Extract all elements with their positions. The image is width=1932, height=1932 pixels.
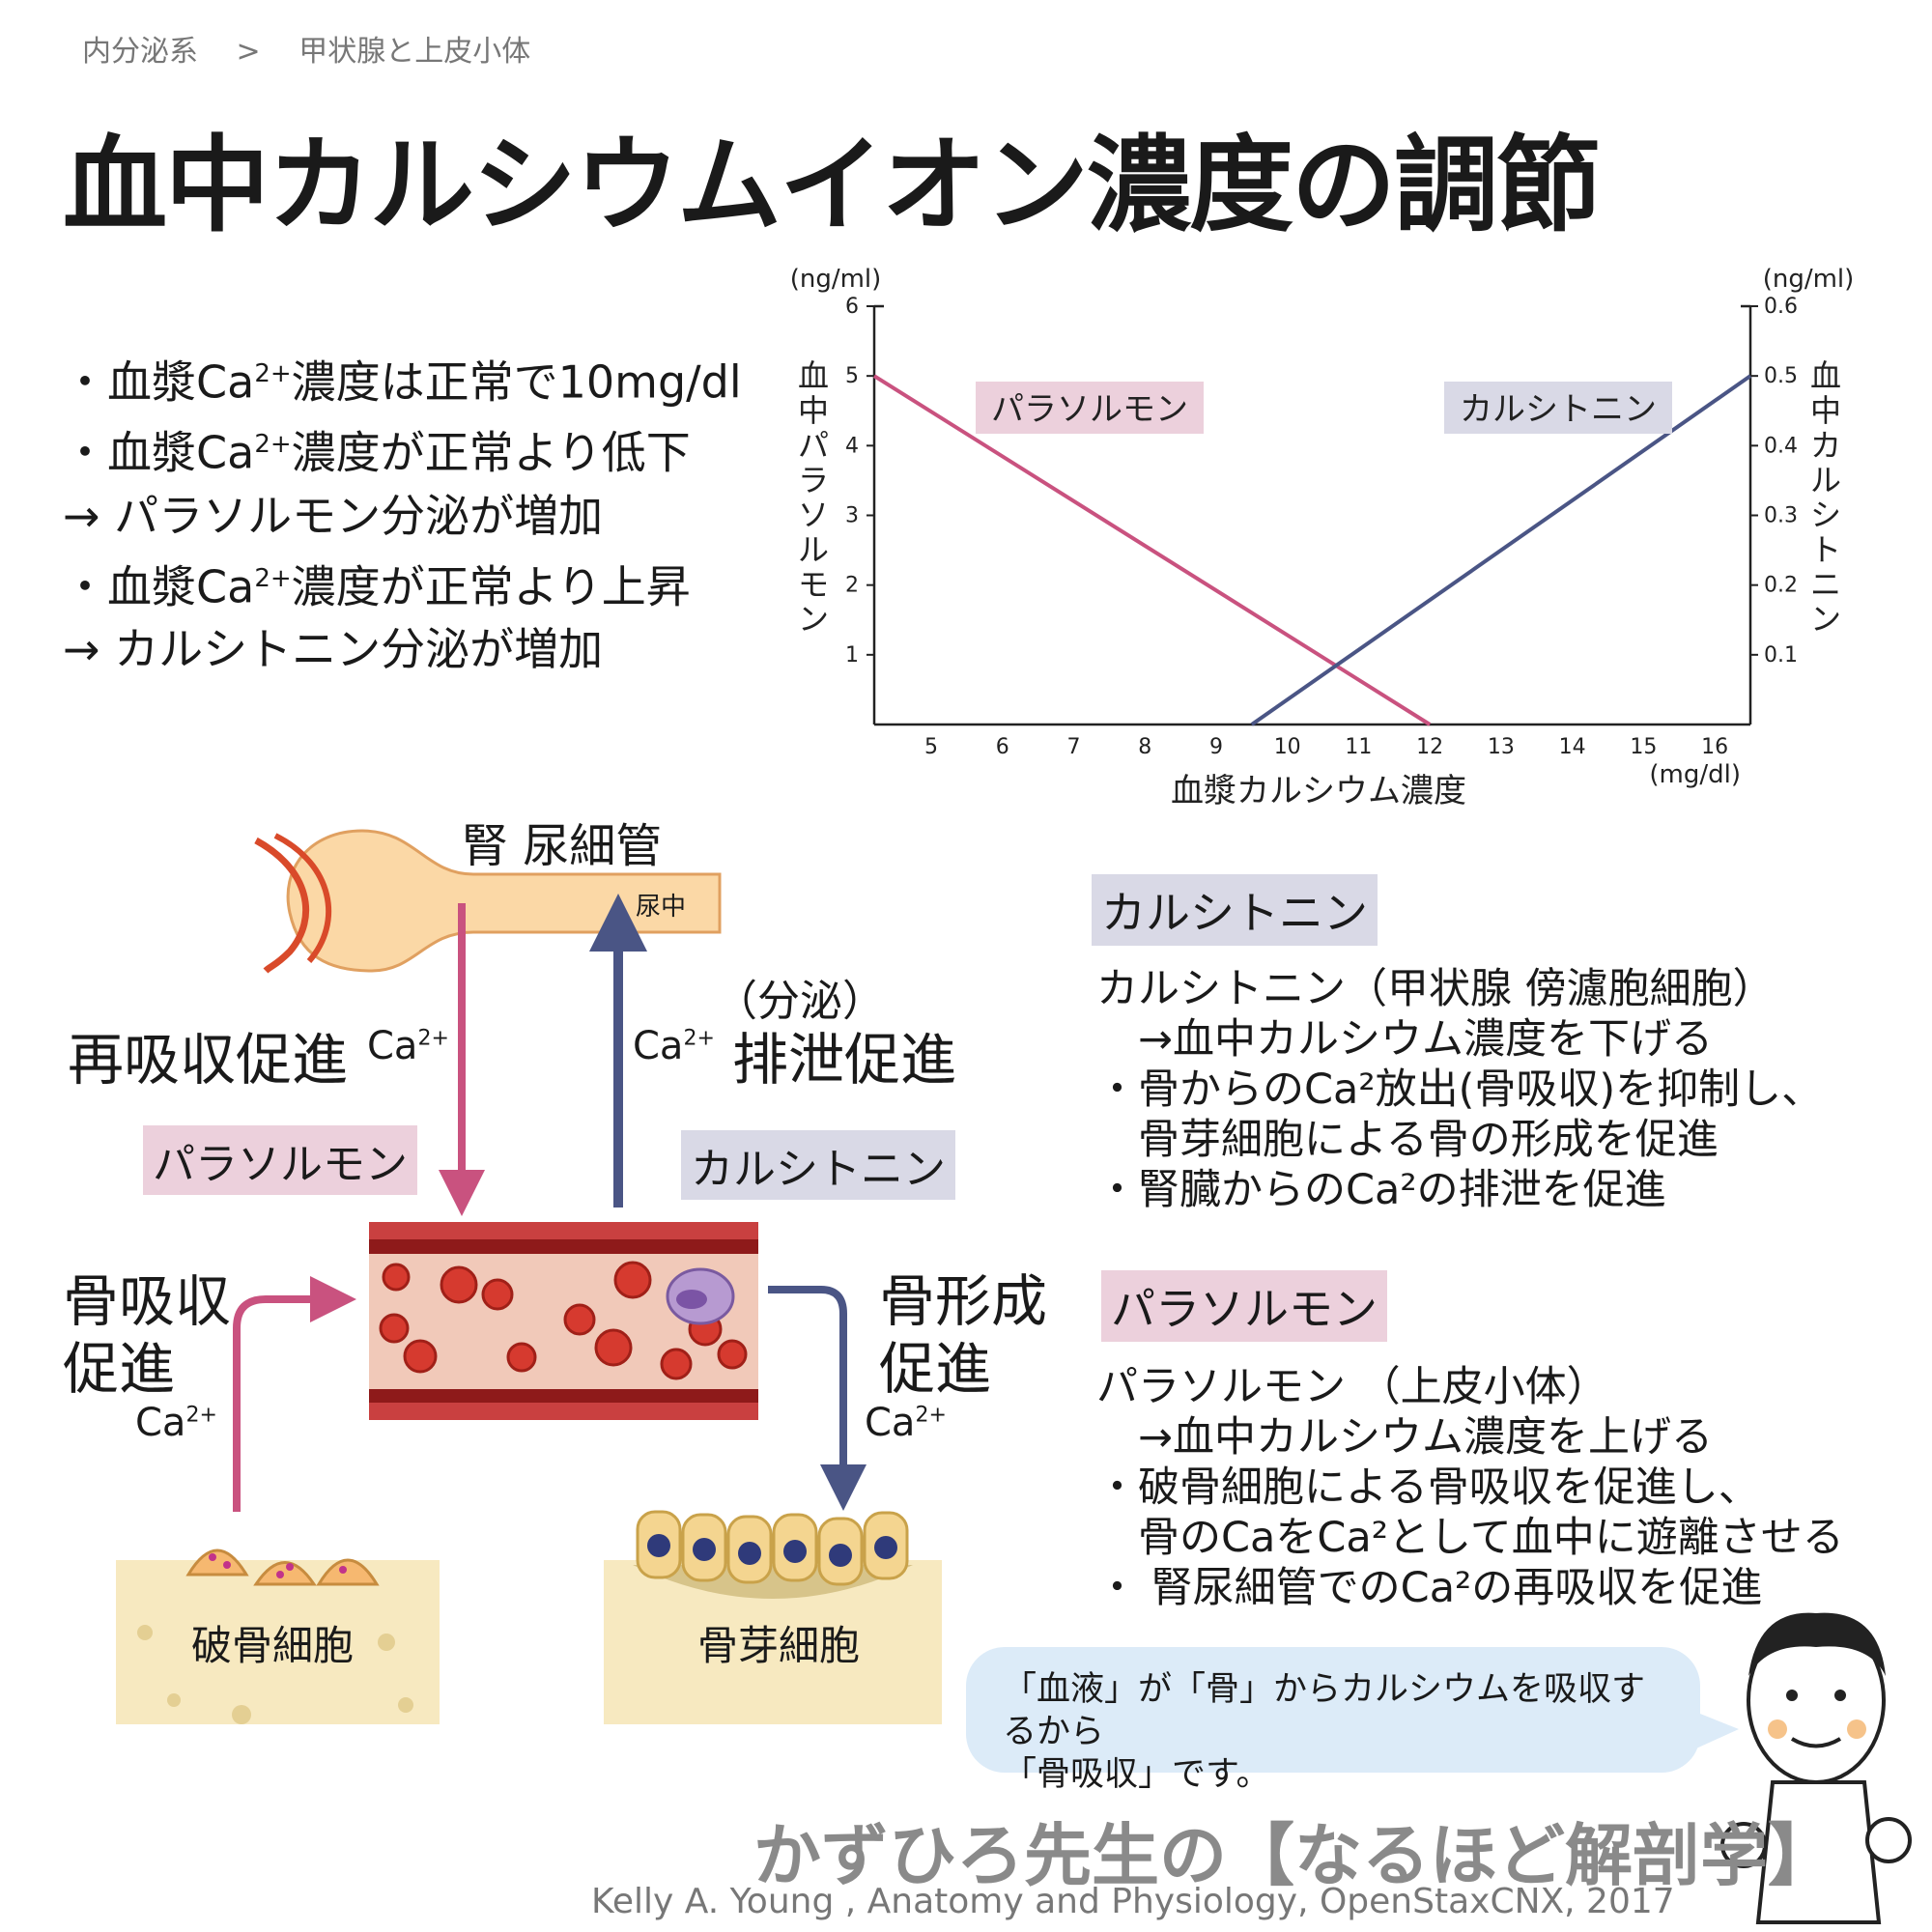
y-left-axis-label: ン bbox=[798, 601, 829, 638]
reabsorb-label: 再吸収促進 bbox=[68, 1027, 349, 1093]
y-right-axis-label: ン bbox=[1810, 601, 1841, 638]
x-tick-label: 10 bbox=[1274, 735, 1301, 759]
y-left-axis-label: パ bbox=[798, 427, 829, 464]
y-right-tick-label: 0.4 bbox=[1764, 434, 1798, 458]
y-right-tick-label: 0.5 bbox=[1764, 364, 1798, 388]
y-right-axis-label: カ bbox=[1810, 427, 1841, 464]
calcium-hormone-chart: 5 6 7 8 9 10 11 12 13 14 15 161234560.10.20.30.40.5… bbox=[790, 265, 1855, 810]
y-left-axis-label: 血 bbox=[798, 357, 829, 394]
pth-tag-diagram: パラソルモン bbox=[143, 1125, 417, 1195]
summary-bullets: ・血漿Ca2+濃度は正常で10mg/dl ・血漿Ca2+濃度が正常より低下 → … bbox=[63, 343, 742, 681]
bullet-low-result: → パラソルモン分泌が増加 bbox=[63, 489, 604, 542]
osteoblast-label: 骨芽細胞 bbox=[697, 1613, 861, 1672]
y-left-axis-label: ル bbox=[798, 531, 829, 568]
y-left-tick-label: 2 bbox=[845, 574, 859, 598]
y-right-axis-label: 血 bbox=[1810, 357, 1841, 394]
series-label: カルシトニン bbox=[1460, 390, 1657, 429]
x-tick-label: 5 bbox=[924, 735, 938, 759]
y-left-tick-label: 1 bbox=[845, 643, 859, 668]
blood-vessel-illustration bbox=[369, 1222, 758, 1420]
bone-form-label-2: 促進 bbox=[879, 1336, 992, 1402]
x-tick-label: 7 bbox=[1066, 735, 1080, 759]
breadcrumb-separator: > bbox=[236, 35, 261, 69]
bone-resorb-label-1: 骨吸収 bbox=[63, 1268, 232, 1334]
calcitonin-tag: カルシトニン bbox=[1092, 874, 1378, 946]
y-left-axis-label: モ bbox=[798, 566, 829, 603]
y-right-axis-label: ト bbox=[1810, 531, 1841, 568]
pth-tag: パラソルモン bbox=[1101, 1270, 1387, 1342]
breadcrumb-page[interactable]: 甲状腺と上皮小体 bbox=[298, 35, 531, 69]
y-left-tick-label: 5 bbox=[845, 364, 859, 388]
x-tick-label: 6 bbox=[996, 735, 1009, 759]
y-left-unit: (ng/ml) bbox=[790, 265, 882, 294]
x-tick-label: 9 bbox=[1209, 735, 1223, 759]
y-left-axis-label: ラ bbox=[798, 462, 829, 498]
doctor-avatar bbox=[1720, 1612, 1912, 1924]
y-left-axis-label: 中 bbox=[798, 392, 829, 429]
y-left-tick-label: 6 bbox=[845, 295, 859, 319]
x-tick-label: 16 bbox=[1701, 735, 1728, 759]
series-tag-bg bbox=[1444, 382, 1672, 434]
page-title: 血中カルシウムイオン濃度の調節 bbox=[63, 126, 1601, 246]
bullet-low: ・血漿Ca2+濃度が正常より低下 bbox=[63, 426, 691, 479]
excretion-ca: Ca2+ bbox=[633, 1024, 715, 1068]
y-left-axis-label: ソ bbox=[798, 497, 829, 533]
bullet-high: ・血漿Ca2+濃度が正常より上昇 bbox=[63, 559, 691, 612]
x-tick-label: 14 bbox=[1559, 735, 1586, 759]
bone-form-arrow bbox=[768, 1286, 867, 1511]
bone-resorb-ca: Ca2+ bbox=[135, 1401, 217, 1445]
breadcrumb-section[interactable]: 内分泌系 bbox=[82, 35, 198, 69]
bone-resorb-arrow bbox=[233, 1276, 356, 1512]
bone-form-label-1: 骨形成 bbox=[879, 1268, 1048, 1334]
credit-japanese: かずひろ先生の【なるほど解剖学】 bbox=[753, 1816, 1835, 1895]
pth-info: パラソルモン （上皮小体） →血中カルシウム濃度を上げる ・破骨細胞による骨吸収… bbox=[1096, 1363, 1844, 1612]
y-right-tick-label: 0.1 bbox=[1764, 643, 1798, 668]
bone-form-ca: Ca2+ bbox=[865, 1401, 947, 1445]
x-tick-label: 8 bbox=[1138, 735, 1151, 759]
x-tick-label: 11 bbox=[1345, 735, 1372, 759]
y-right-unit: (ng/ml) bbox=[1763, 265, 1855, 294]
x-axis-label: 血漿カルシウム濃度 bbox=[1171, 772, 1466, 810]
bone-resorb-label-2: 促進 bbox=[63, 1336, 176, 1402]
secretion-label: （分泌） bbox=[715, 977, 885, 1026]
x-unit: (mg/dl) bbox=[1649, 760, 1741, 789]
x-tick-label: 15 bbox=[1630, 735, 1657, 759]
y-left-tick-label: 4 bbox=[845, 434, 859, 458]
urine-label: 尿中 bbox=[636, 893, 687, 922]
y-right-tick-label: 0.2 bbox=[1764, 574, 1798, 598]
osteoclast-label: 破骨細胞 bbox=[191, 1613, 355, 1672]
x-tick-label: 12 bbox=[1416, 735, 1443, 759]
x-tick-label: 13 bbox=[1488, 735, 1515, 759]
y-left-tick-label: 3 bbox=[845, 504, 859, 528]
y-right-tick-label: 0.3 bbox=[1764, 504, 1798, 528]
reabsorb-ca: Ca2+ bbox=[367, 1024, 449, 1068]
bullet-normal: ・血漿Ca2+濃度は正常で10mg/dl bbox=[63, 355, 742, 409]
series-line-right bbox=[1250, 374, 1752, 726]
y-right-axis-label: 中 bbox=[1810, 392, 1841, 429]
calcitonin-tag-diagram: カルシトニン bbox=[681, 1130, 955, 1200]
speech-bubble: 「血液」が「骨」からカルシウムを吸収するから 「骨吸収」です。 bbox=[966, 1647, 1700, 1794]
y-right-axis-label: シ bbox=[1810, 497, 1841, 533]
excretion-label: 排泄促進 bbox=[732, 1027, 957, 1093]
calcitonin-info: カルシトニン（甲状腺 傍濾胞細胞） →血中カルシウム濃度を下げる ・骨からのCa… bbox=[1096, 965, 1824, 1214]
kidney-tubule-illustration bbox=[254, 829, 722, 974]
y-right-axis-label: ル bbox=[1810, 462, 1841, 498]
y-right-tick-label: 0.6 bbox=[1764, 295, 1798, 319]
series-tag-bg bbox=[976, 382, 1204, 434]
bullet-high-result: → カルシトニン分泌が増加 bbox=[63, 622, 604, 675]
y-right-axis-label: ニ bbox=[1810, 566, 1841, 603]
breadcrumb: 内分泌系 > 甲状腺と上皮小体 bbox=[82, 27, 559, 70]
credit-english: Kelly A. Young , Anatomy and Physiology,… bbox=[591, 1882, 1675, 1921]
kidney-label: 腎 尿細管 bbox=[462, 819, 663, 873]
series-label: パラソルモン bbox=[991, 390, 1188, 429]
